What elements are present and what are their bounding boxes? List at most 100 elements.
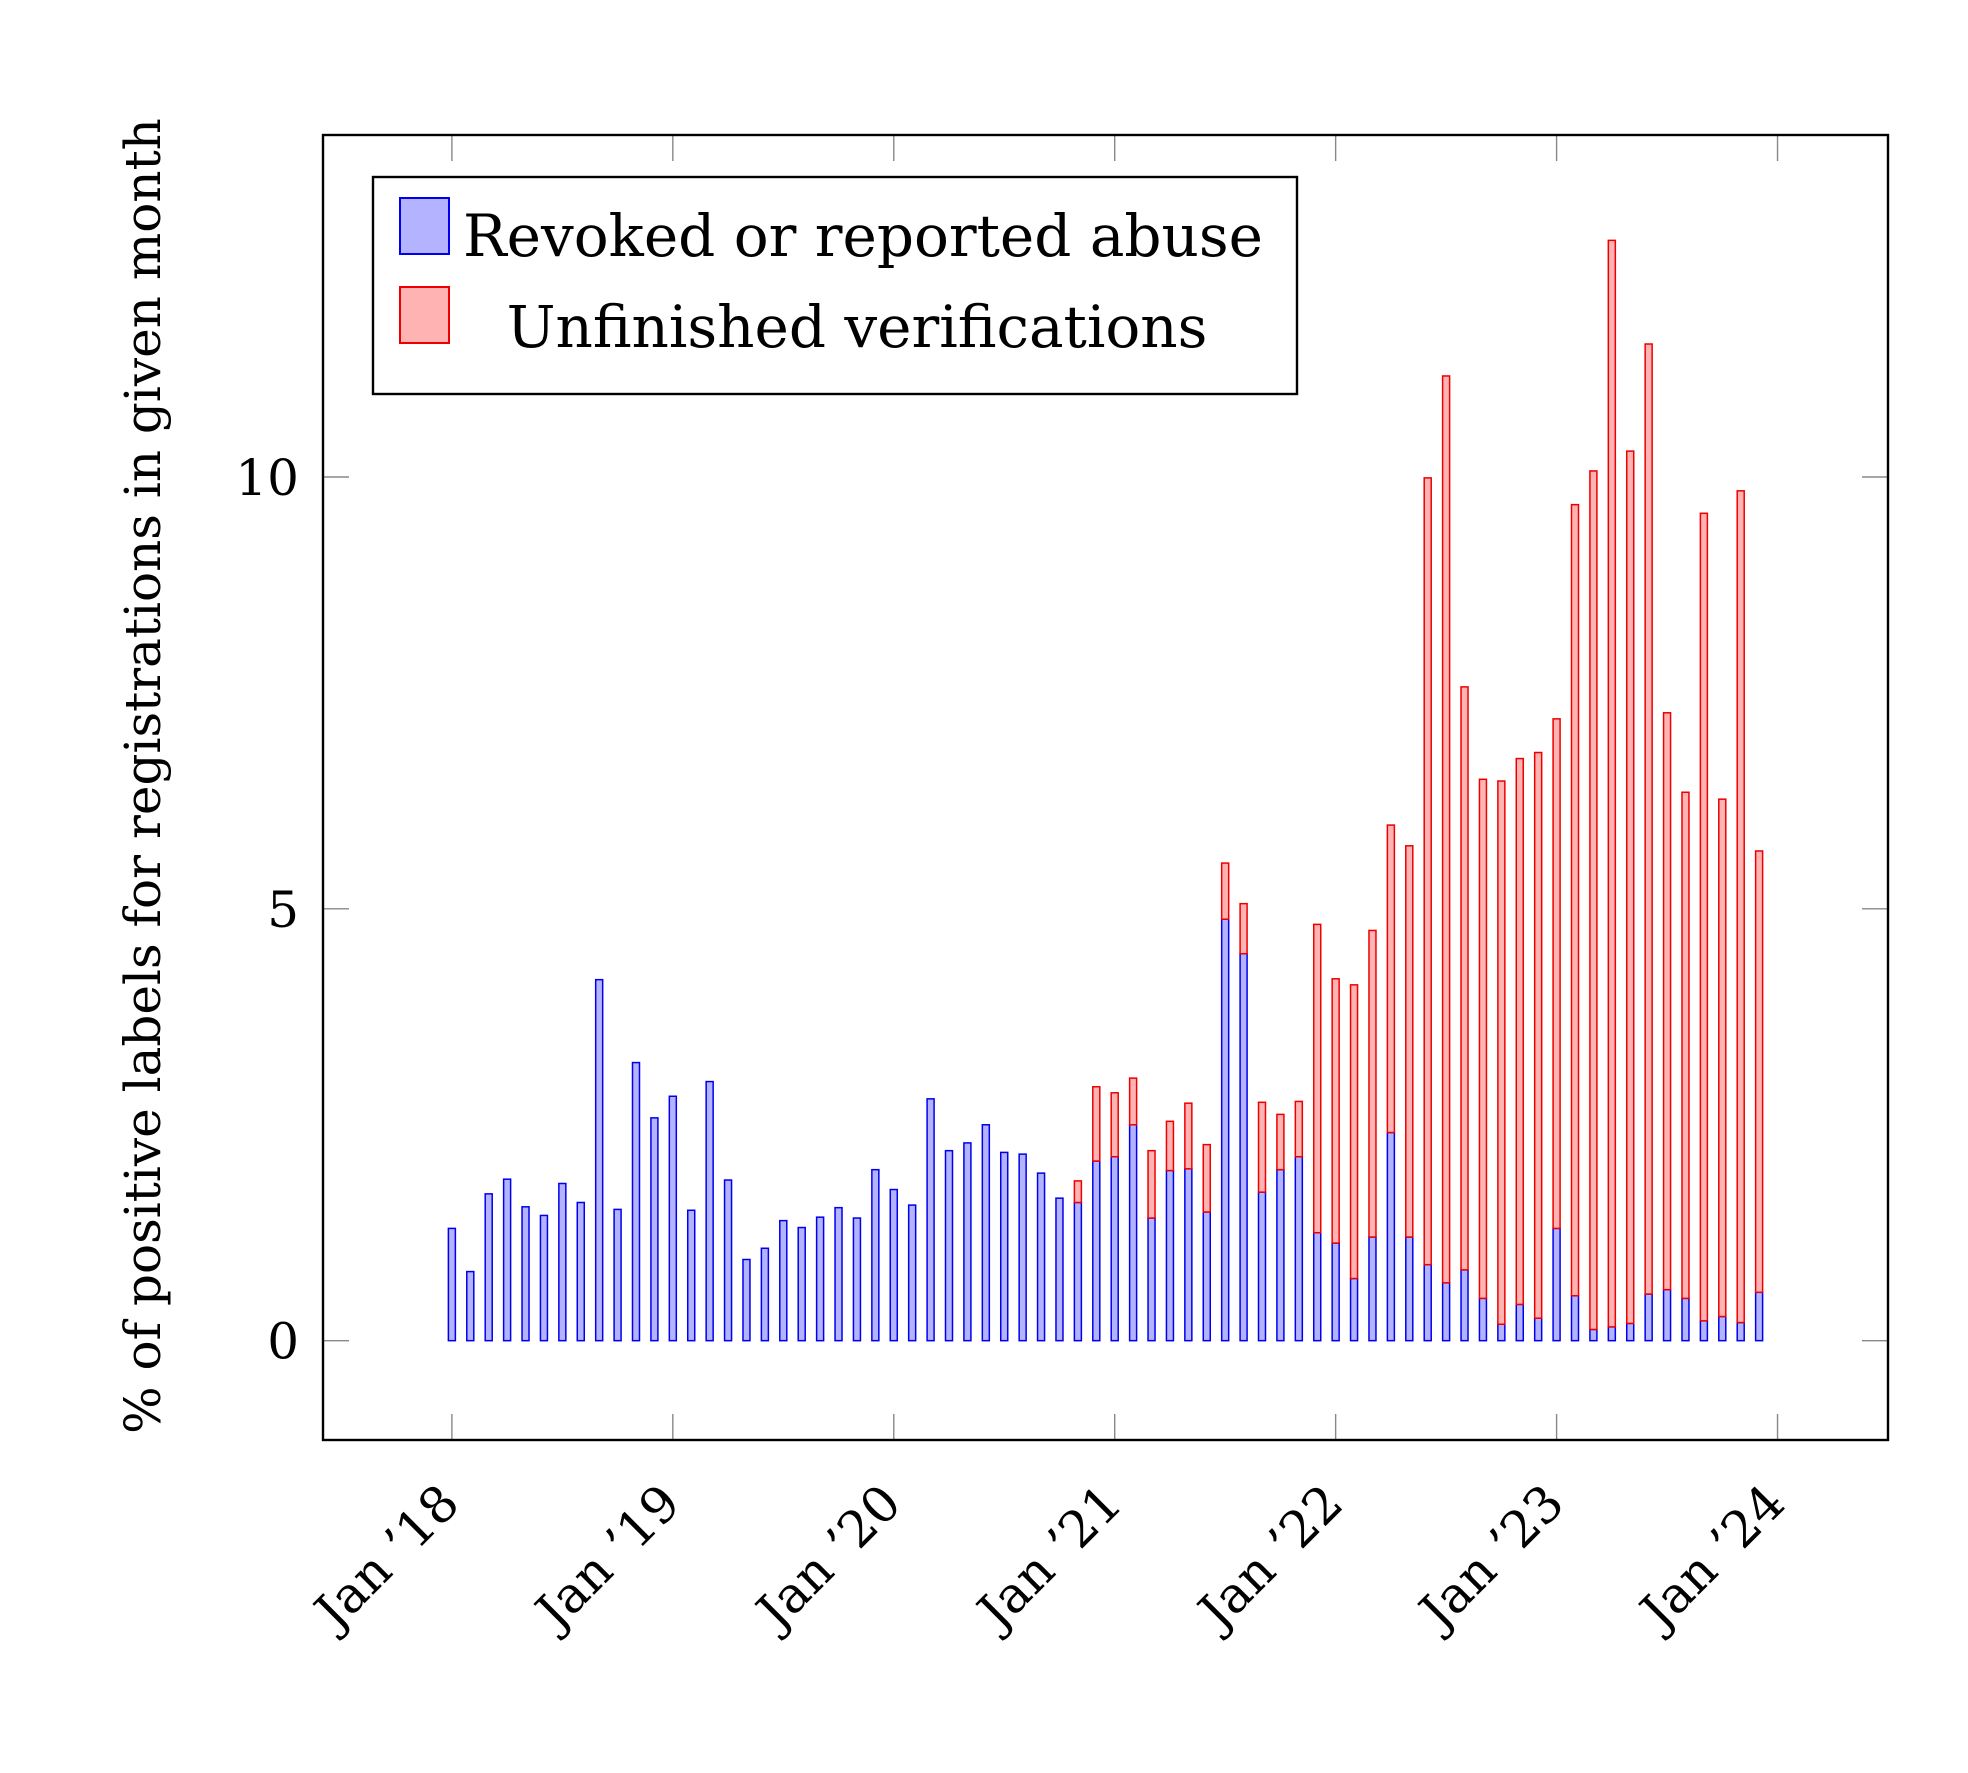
- bar-revoked-abuse: [1441, 1282, 1451, 1342]
- bar-revoked-abuse: [1533, 1317, 1543, 1342]
- bar-unfinished-verifications: [1570, 503, 1580, 1297]
- bar-revoked-abuse: [1699, 1320, 1709, 1342]
- bar-revoked-abuse: [834, 1206, 843, 1342]
- bar-revoked-abuse: [650, 1117, 659, 1342]
- y-tick-label: 0: [267, 1313, 299, 1371]
- bar-unfinished-verifications: [1589, 470, 1598, 1331]
- bar-unfinished-verifications: [1699, 512, 1709, 1322]
- bar-revoked-abuse: [797, 1226, 806, 1342]
- bar-revoked-abuse: [815, 1216, 825, 1342]
- bar-unfinished-verifications: [1718, 798, 1727, 1318]
- bar-unfinished-verifications: [1441, 375, 1451, 1284]
- bar-unfinished-verifications: [1257, 1101, 1267, 1193]
- x-tick-label: Jan ’19: [521, 1473, 691, 1643]
- x-tick-label: Jan ’23: [1405, 1473, 1575, 1643]
- bar-revoked-abuse: [1497, 1323, 1506, 1342]
- bar-revoked-abuse: [1239, 953, 1248, 1342]
- bar-revoked-abuse: [1386, 1131, 1396, 1342]
- bar-unfinished-verifications: [1184, 1102, 1193, 1170]
- bar-revoked-abuse: [779, 1219, 788, 1342]
- bar-revoked-abuse: [981, 1124, 991, 1342]
- y-axis-label: % of positive labels for registrations i…: [114, 118, 172, 1434]
- bar-unfinished-verifications: [1349, 984, 1359, 1280]
- legend-swatch-revoked: [399, 197, 450, 255]
- bar-revoked-abuse: [1681, 1297, 1690, 1342]
- y-tick-label: 10: [235, 449, 299, 507]
- bar-revoked-abuse: [889, 1188, 899, 1342]
- legend-label-revoked: Revoked or reported abuse: [463, 202, 1263, 270]
- bar-unfinished-verifications: [1294, 1100, 1304, 1158]
- bar-unfinished-verifications: [1092, 1086, 1101, 1162]
- bar-revoked-abuse: [1110, 1155, 1119, 1342]
- bar-unfinished-verifications: [1405, 845, 1414, 1238]
- bar-unfinished-verifications: [1681, 791, 1690, 1300]
- bar-revoked-abuse: [631, 1061, 641, 1342]
- legend-label-unfinished: Unfinished verifications: [507, 293, 1208, 361]
- bar-unfinished-verifications: [1607, 239, 1617, 1328]
- bar-revoked-abuse: [576, 1201, 586, 1342]
- bar-unfinished-verifications: [1625, 450, 1635, 1325]
- bar-revoked-abuse: [1644, 1293, 1653, 1342]
- x-tick-label: Jan ’24: [1626, 1473, 1796, 1643]
- bar-revoked-abuse: [1257, 1191, 1267, 1342]
- bar-revoked-abuse: [1662, 1288, 1672, 1342]
- bar-unfinished-verifications: [1276, 1113, 1285, 1171]
- bar-revoked-abuse: [1607, 1326, 1617, 1342]
- bar-revoked-abuse: [1073, 1201, 1083, 1342]
- bar-revoked-abuse: [594, 978, 604, 1342]
- bar-revoked-abuse: [1423, 1263, 1432, 1342]
- bar-unfinished-verifications: [1478, 778, 1488, 1300]
- bar-unfinished-verifications: [1128, 1077, 1138, 1126]
- bar-revoked-abuse: [1220, 918, 1230, 1342]
- bar-revoked-abuse: [686, 1209, 696, 1342]
- x-tick-label: Jan ’18: [300, 1473, 470, 1643]
- bar-revoked-abuse: [1718, 1315, 1727, 1342]
- bar-revoked-abuse: [447, 1227, 457, 1342]
- bar-unfinished-verifications: [1165, 1120, 1175, 1172]
- bar-revoked-abuse: [1055, 1197, 1064, 1342]
- bar-revoked-abuse: [1515, 1303, 1525, 1342]
- bar-unfinished-verifications: [1220, 862, 1230, 920]
- bar-unfinished-verifications: [1460, 686, 1469, 1271]
- bar-revoked-abuse: [1036, 1172, 1046, 1342]
- x-tick-label: Jan ’22: [1184, 1473, 1354, 1643]
- bar-revoked-abuse: [760, 1247, 770, 1342]
- bar-revoked-abuse: [466, 1270, 475, 1342]
- bar-revoked-abuse: [1478, 1297, 1488, 1342]
- bar-revoked-abuse: [1147, 1217, 1156, 1342]
- bar-revoked-abuse: [1405, 1236, 1414, 1342]
- bar-revoked-abuse: [1202, 1211, 1212, 1342]
- bar-unfinished-verifications: [1533, 751, 1543, 1319]
- bar-revoked-abuse: [1570, 1295, 1580, 1342]
- bar-revoked-abuse: [1552, 1227, 1561, 1342]
- bar-unfinished-verifications: [1515, 757, 1525, 1306]
- bar-revoked-abuse: [871, 1168, 880, 1342]
- bar-unfinished-verifications: [1644, 343, 1653, 1295]
- bar-revoked-abuse: [926, 1098, 935, 1342]
- bar-revoked-abuse: [484, 1193, 493, 1342]
- bar-revoked-abuse: [502, 1178, 512, 1342]
- legend-swatch-unfinished: [399, 286, 450, 344]
- bar-unfinished-verifications: [1423, 477, 1432, 1266]
- y-tick-label: 5: [267, 881, 299, 939]
- bar-revoked-abuse: [999, 1151, 1009, 1342]
- bar-revoked-abuse: [1754, 1291, 1764, 1342]
- bar-unfinished-verifications: [1368, 929, 1377, 1238]
- bar-revoked-abuse: [558, 1182, 567, 1342]
- bar-revoked-abuse: [1589, 1328, 1598, 1342]
- bar-revoked-abuse: [1312, 1231, 1322, 1342]
- bar-revoked-abuse: [1736, 1321, 1745, 1342]
- bar-revoked-abuse: [668, 1095, 678, 1342]
- bar-unfinished-verifications: [1331, 978, 1340, 1244]
- bar-revoked-abuse: [1625, 1322, 1635, 1342]
- bar-revoked-abuse: [1294, 1155, 1304, 1342]
- bar-revoked-abuse: [1092, 1160, 1101, 1342]
- bar-revoked-abuse: [521, 1206, 530, 1342]
- bar-revoked-abuse: [944, 1149, 954, 1342]
- bar-unfinished-verifications: [1312, 923, 1322, 1234]
- bar-revoked-abuse: [1331, 1242, 1340, 1342]
- bar-unfinished-verifications: [1754, 850, 1764, 1294]
- bar-unfinished-verifications: [1110, 1092, 1119, 1158]
- bar-unfinished-verifications: [1073, 1180, 1083, 1204]
